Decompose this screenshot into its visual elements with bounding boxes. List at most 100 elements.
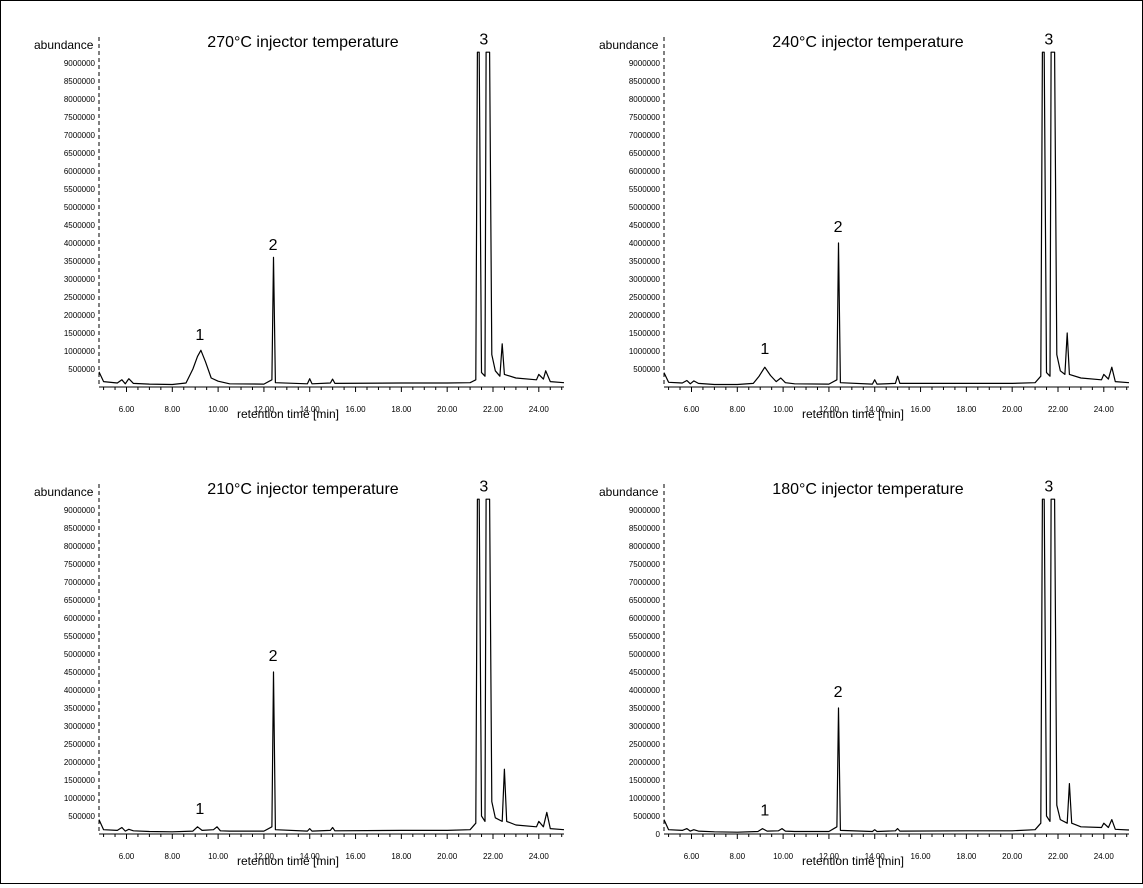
x-tick-label: 20.00 [437, 852, 458, 861]
y-tick-label: 5500000 [64, 632, 96, 641]
peak-label-3: 3 [1044, 32, 1053, 49]
y-tick-label: 9000000 [629, 506, 661, 515]
y-tick-label: 4500000 [629, 668, 661, 677]
y-tick-label: 4000000 [64, 239, 96, 248]
chromatogram-trace [98, 498, 565, 833]
x-tick-label: 24.00 [1094, 405, 1115, 414]
peak-label-2: 2 [834, 219, 843, 236]
y-tick-label: 500000 [633, 812, 660, 821]
chart-title: 270°C injector temperature [207, 34, 398, 51]
y-tick-label: 5000000 [629, 650, 661, 659]
peak-label-1: 1 [760, 341, 769, 358]
y-tick-label: 5000000 [64, 650, 96, 659]
peak-label-2: 2 [834, 684, 843, 701]
y-tick-label: 3500000 [64, 257, 96, 266]
y-tick-label: 2000000 [64, 758, 96, 767]
x-tick-label: 6.00 [119, 405, 135, 414]
y-tick-label: 2000000 [64, 311, 96, 320]
y-axis-label: abundance [599, 485, 659, 499]
y-tick-label: 2000000 [629, 758, 661, 767]
y-tick-label: 3500000 [629, 704, 661, 713]
x-tick-label: 20.00 [1002, 852, 1023, 861]
y-tick-label: 1000000 [64, 794, 96, 803]
y-tick-label: 8000000 [64, 542, 96, 551]
peak-label-2: 2 [269, 648, 278, 665]
x-tick-label: 10.00 [773, 852, 794, 861]
y-tick-label: 6500000 [64, 596, 96, 605]
y-tick-label: 4500000 [64, 221, 96, 230]
y-tick-label: 9000000 [64, 506, 96, 515]
y-tick-label: 8000000 [629, 95, 661, 104]
y-tick-label: 7500000 [629, 560, 661, 569]
x-axis-label: retention time [min] [802, 854, 904, 868]
y-tick-label: 4000000 [64, 686, 96, 695]
x-tick-label: 24.00 [1094, 852, 1115, 861]
chart-title: 240°C injector temperature [772, 34, 963, 51]
y-tick-label: 5500000 [629, 185, 661, 194]
chart-panel-4: 180°C injector temperature abundance reten… [599, 479, 1130, 868]
y-tick-label: 500000 [68, 812, 95, 821]
x-tick-label: 16.00 [911, 405, 932, 414]
y-tick-label: 3500000 [64, 704, 96, 713]
x-tick-label: 16.00 [346, 852, 367, 861]
peak-label-1: 1 [195, 327, 204, 344]
y-tick-label: 3500000 [629, 257, 661, 266]
x-tick-label: 6.00 [119, 852, 135, 861]
y-tick-label: 4500000 [629, 221, 661, 230]
y-tick-label: 3000000 [629, 275, 661, 284]
y-tick-label: 9000000 [64, 59, 96, 68]
peak-label-3: 3 [479, 479, 488, 496]
peak-label-3: 3 [1044, 479, 1053, 496]
x-tick-label: 8.00 [730, 405, 746, 414]
y-tick-label: 8500000 [64, 77, 96, 86]
y-tick-label: 8000000 [64, 95, 96, 104]
y-tick-label: 1500000 [64, 776, 96, 785]
y-tick-label: 7000000 [629, 578, 661, 587]
y-tick-label: 6500000 [64, 149, 96, 158]
y-tick-label: 3000000 [64, 722, 96, 731]
y-tick-label: 8000000 [629, 542, 661, 551]
chart-title: 210°C injector temperature [207, 481, 398, 498]
y-tick-label: 1500000 [629, 329, 661, 338]
x-tick-label: 8.00 [165, 852, 181, 861]
x-tick-label: 18.00 [956, 852, 977, 861]
x-tick-label: 8.00 [165, 405, 181, 414]
x-axis-label: retention time [min] [237, 854, 339, 868]
y-tick-label: 1000000 [64, 347, 96, 356]
x-tick-label: 24.00 [529, 852, 550, 861]
y-tick-label: 6500000 [629, 596, 661, 605]
x-tick-label: 22.00 [1048, 405, 1069, 414]
peak-label-1: 1 [195, 801, 204, 818]
y-tick-label: 6000000 [629, 614, 661, 623]
chart-panel-2: 240°C injector temperature abundance reten… [599, 32, 1130, 421]
y-tick-label: 3000000 [629, 722, 661, 731]
chromatogram-trace [663, 51, 1130, 386]
y-tick-label: 7000000 [64, 131, 96, 140]
x-tick-label: 18.00 [391, 852, 412, 861]
y-tick-label: 1000000 [629, 347, 661, 356]
y-tick-label: 4000000 [629, 239, 661, 248]
y-tick-label: 6000000 [64, 167, 96, 176]
x-tick-label: 16.00 [346, 405, 367, 414]
y-tick-label: 5500000 [64, 185, 96, 194]
x-tick-label: 12.00 [254, 852, 275, 861]
x-tick-label: 18.00 [956, 405, 977, 414]
chart-panel-3: 210°C injector temperature abundance reten… [34, 479, 565, 868]
x-tick-label: 8.00 [730, 852, 746, 861]
x-tick-label: 10.00 [773, 405, 794, 414]
x-tick-label: 12.00 [819, 405, 840, 414]
x-axis-label: retention time [min] [237, 407, 339, 421]
y-tick-label: 4500000 [64, 668, 96, 677]
x-tick-label: 20.00 [437, 405, 458, 414]
chromatogram-trace [98, 51, 565, 386]
y-tick-label: 6000000 [629, 167, 661, 176]
x-tick-label: 14.00 [865, 852, 886, 861]
y-axis-label: abundance [34, 38, 94, 52]
y-tick-label: 2500000 [64, 740, 96, 749]
peak-label-1: 1 [760, 803, 769, 820]
y-tick-label: 500000 [68, 365, 95, 374]
x-tick-label: 22.00 [1048, 852, 1069, 861]
x-tick-label: 18.00 [391, 405, 412, 414]
